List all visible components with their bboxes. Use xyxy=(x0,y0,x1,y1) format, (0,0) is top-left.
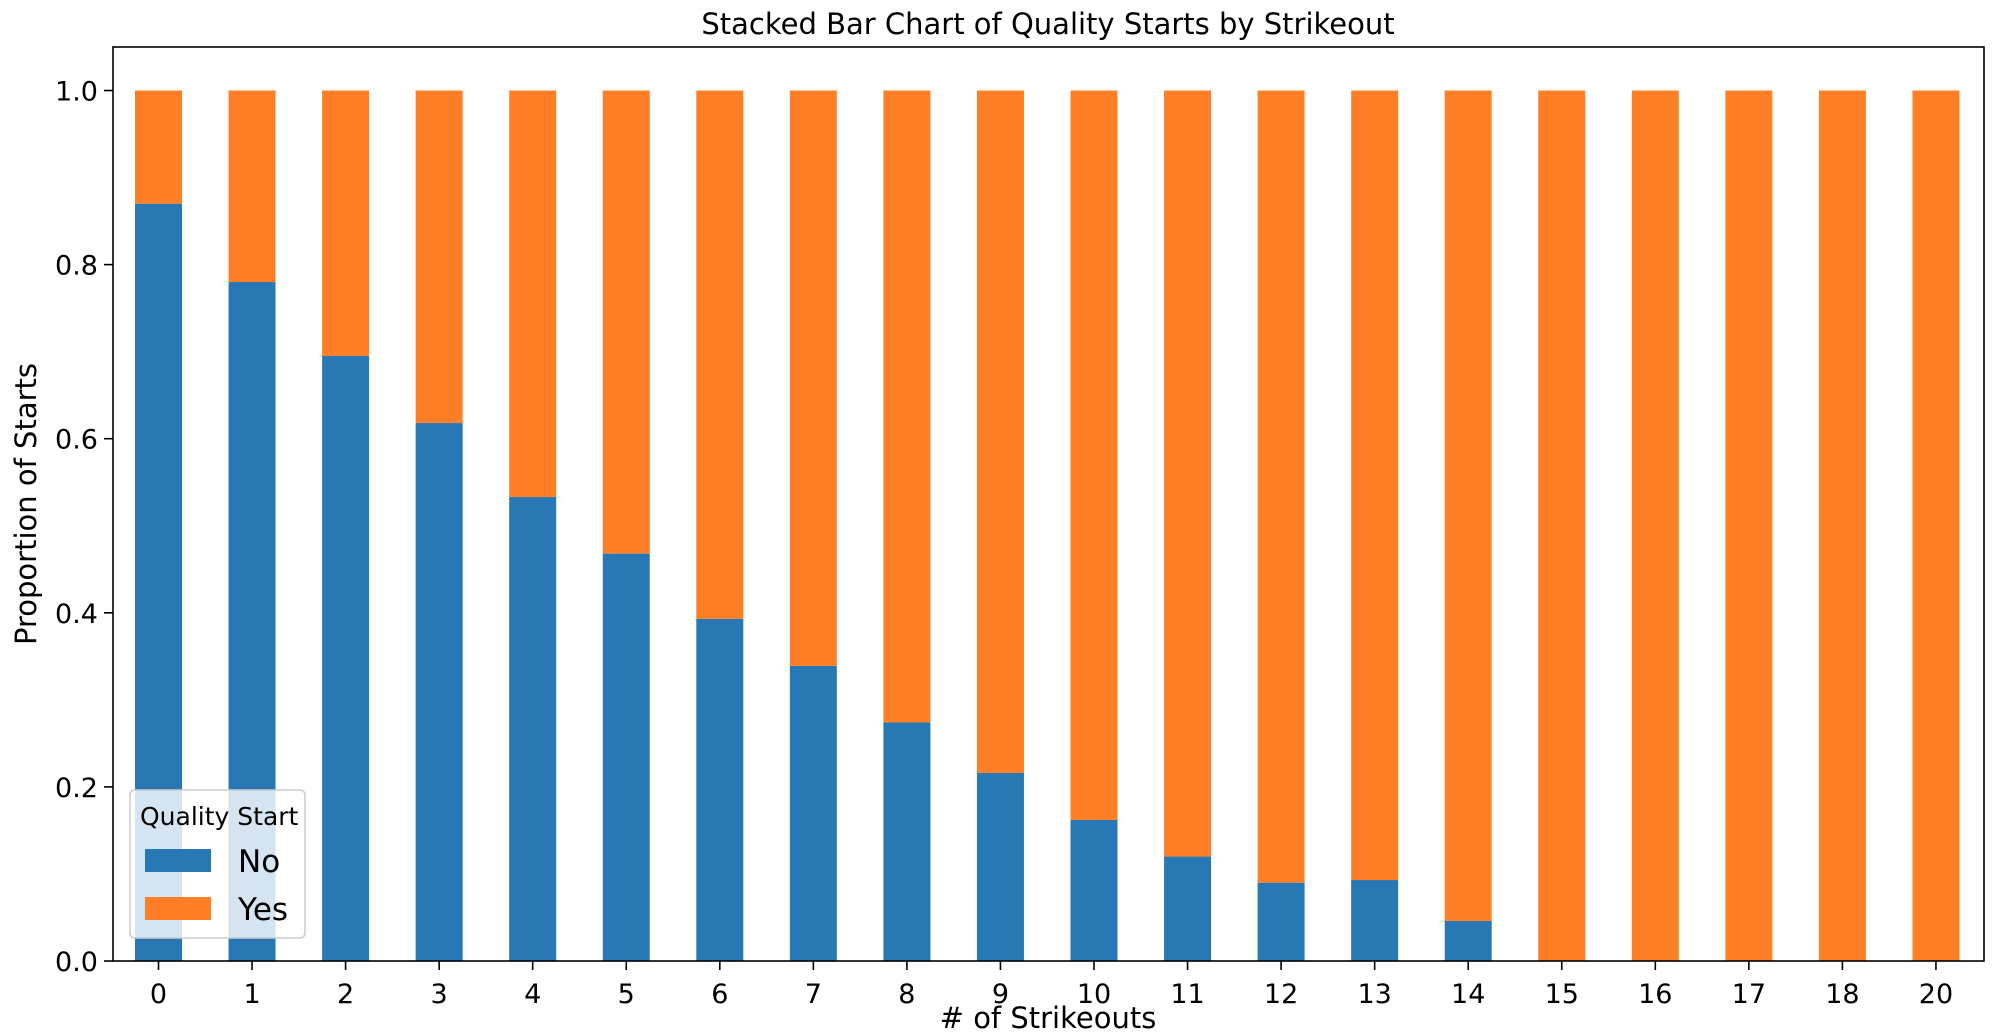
x-tick-label: 20 xyxy=(1919,979,1953,1010)
bar-yes-17 xyxy=(1725,90,1773,961)
x-tick-label: 15 xyxy=(1545,979,1579,1010)
bar-yes-9 xyxy=(976,90,1024,773)
bar-no-9 xyxy=(976,772,1024,961)
x-tick-label: 9 xyxy=(992,979,1009,1010)
x-tick-label: 14 xyxy=(1451,979,1485,1010)
x-axis-ticks: 0 1 2 3 4 5 6 7 8 9 10 11 12 13 14 15 16 17 18 20 xyxy=(150,961,1953,1010)
bar-no-2 xyxy=(322,356,370,961)
bar-no-8 xyxy=(883,722,931,961)
bar-yes-18 xyxy=(1818,90,1866,961)
bar-no-11 xyxy=(1164,856,1212,961)
bar-no-12 xyxy=(1257,882,1305,961)
y-tick-label: 1.0 xyxy=(55,77,98,108)
x-tick-label: 12 xyxy=(1264,979,1298,1010)
bar-yes-2 xyxy=(322,90,370,357)
bar-no-5 xyxy=(602,553,650,961)
bar-no-13 xyxy=(1351,880,1399,961)
bar-no-3 xyxy=(415,423,463,961)
bar-no-7 xyxy=(789,665,837,961)
legend-swatch-yes xyxy=(145,897,211,920)
bar-yes-0 xyxy=(135,90,182,204)
y-tick-label: 0.0 xyxy=(55,947,98,978)
x-tick-label: 1 xyxy=(243,979,260,1010)
bar-yes-10 xyxy=(1070,90,1118,820)
bar-yes-20 xyxy=(1912,90,1960,961)
bar-no-10 xyxy=(1070,819,1118,961)
plot-frame xyxy=(112,46,1985,962)
y-axis-label: Proportion of Starts xyxy=(9,363,43,645)
bar-no-6 xyxy=(696,618,744,961)
bar-yes-1 xyxy=(228,90,276,283)
x-tick-label: 16 xyxy=(1638,979,1672,1010)
chart-title: Stacked Bar Chart of Quality Starts by S… xyxy=(701,7,1394,41)
bar-yes-8 xyxy=(883,90,931,723)
legend: Quality Start No Yes xyxy=(129,789,306,939)
y-tick-label: 0.8 xyxy=(55,251,98,282)
bar-yes-3 xyxy=(415,90,463,424)
bar-yes-15 xyxy=(1538,90,1586,961)
x-tick-label: 3 xyxy=(431,979,448,1010)
x-tick-label: 0 xyxy=(150,979,167,1010)
x-tick-label: 6 xyxy=(711,979,728,1010)
legend-label-no: No xyxy=(238,844,280,880)
bar-yes-14 xyxy=(1444,90,1492,921)
bar-yes-12 xyxy=(1257,90,1305,883)
x-tick-label: 11 xyxy=(1170,979,1204,1010)
x-tick-label: 13 xyxy=(1357,979,1391,1010)
bar-yes-13 xyxy=(1351,90,1399,881)
y-tick-label: 0.6 xyxy=(55,425,98,456)
y-axis-ticks: 0.0 0.2 0.4 0.6 0.8 1.0 xyxy=(55,77,113,978)
x-tick-label: 8 xyxy=(898,979,915,1010)
x-axis-label: # of Strikeouts xyxy=(940,1001,1157,1034)
x-tick-label: 4 xyxy=(524,979,541,1010)
legend-title: Quality Start xyxy=(140,802,299,831)
bar-no-14 xyxy=(1444,920,1492,961)
y-tick-label: 0.2 xyxy=(55,773,98,804)
y-tick-label: 0.4 xyxy=(55,599,98,630)
legend-swatch-no xyxy=(145,849,211,872)
bar-yes-4 xyxy=(509,90,557,498)
x-tick-label: 10 xyxy=(1077,979,1111,1010)
x-tick-label: 2 xyxy=(337,979,354,1010)
x-tick-label: 18 xyxy=(1825,979,1859,1010)
bar-no-4 xyxy=(509,497,557,961)
bars-layer xyxy=(135,90,1960,961)
bar-yes-5 xyxy=(602,90,650,554)
x-tick-label: 5 xyxy=(618,979,635,1010)
bar-yes-7 xyxy=(789,90,837,666)
legend-label-yes: Yes xyxy=(237,892,288,928)
bar-yes-6 xyxy=(696,90,744,619)
bar-yes-16 xyxy=(1631,90,1679,961)
bar-yes-11 xyxy=(1164,90,1212,857)
x-tick-label: 17 xyxy=(1732,979,1766,1010)
x-tick-label: 7 xyxy=(805,979,822,1010)
